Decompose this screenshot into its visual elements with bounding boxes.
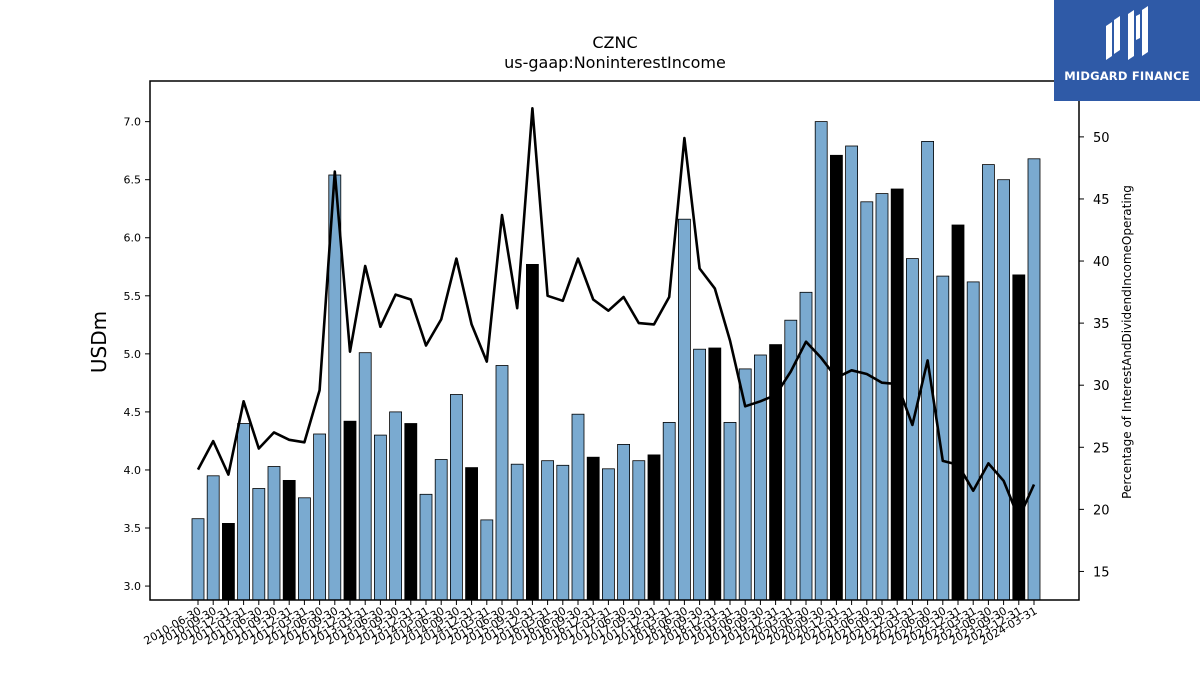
midgard-finance-logo: MIDGARD FINANCE xyxy=(1054,0,1200,101)
y-tick-label: 3.5 xyxy=(124,522,142,535)
y-tick-label: 4.0 xyxy=(124,464,142,477)
bar xyxy=(814,121,828,601)
y2-axis-label: Percentage of InterestAndDividendIncomeO… xyxy=(1120,185,1134,499)
bar xyxy=(434,459,448,601)
bar xyxy=(389,411,403,601)
bar xyxy=(1027,158,1041,601)
y2-tick-label: 25 xyxy=(1093,441,1110,456)
bar xyxy=(252,488,266,601)
y-tick-label: 6.5 xyxy=(124,174,142,187)
bar xyxy=(419,493,433,601)
y2-tick-label: 40 xyxy=(1093,255,1110,270)
bar xyxy=(526,263,539,601)
bar xyxy=(480,519,494,601)
chart-title: CZNC xyxy=(592,33,637,52)
y2-tick-label: 30 xyxy=(1093,379,1110,394)
bar xyxy=(237,423,251,601)
y-tick-label: 4.5 xyxy=(124,406,142,419)
bar xyxy=(678,218,691,601)
y-tick-label: 6.0 xyxy=(124,232,142,245)
bar xyxy=(906,258,919,601)
bar xyxy=(997,179,1010,601)
y2-tick-label: 35 xyxy=(1093,317,1110,332)
bar xyxy=(541,460,554,601)
bar xyxy=(860,201,874,601)
bar xyxy=(723,421,737,601)
bar xyxy=(708,347,722,601)
bar xyxy=(313,433,327,601)
logo-text: MIDGARD FINANCE xyxy=(1064,69,1190,83)
bar xyxy=(556,464,570,601)
bar xyxy=(754,354,767,601)
y2-tick-label: 15 xyxy=(1093,565,1110,580)
bar xyxy=(404,423,418,601)
y-tick-label: 7.0 xyxy=(124,116,142,129)
bar xyxy=(343,420,357,601)
y-axis-label: USDm xyxy=(87,311,111,373)
bar xyxy=(693,348,706,601)
bar xyxy=(571,413,585,601)
bar xyxy=(495,365,509,601)
bar xyxy=(297,497,311,601)
y-tick-label: 5.5 xyxy=(124,290,142,303)
bar xyxy=(358,352,372,601)
bar xyxy=(875,193,889,601)
bar xyxy=(769,344,782,601)
y-tick-label: 3.0 xyxy=(124,580,142,593)
bar xyxy=(1012,274,1026,601)
bar xyxy=(586,456,600,601)
series-line xyxy=(196,107,1036,520)
bar xyxy=(373,434,387,601)
bar xyxy=(662,421,676,601)
bar xyxy=(982,164,995,601)
bar xyxy=(632,460,646,601)
bar xyxy=(617,443,630,601)
bar xyxy=(799,291,813,601)
bar xyxy=(647,454,661,601)
chart-subtitle: us-gaap:NoninterestIncome xyxy=(504,53,726,72)
y2-tick-label: 20 xyxy=(1093,503,1110,518)
y2-tick-label: 50 xyxy=(1093,131,1110,146)
y-tick-label: 5.0 xyxy=(124,348,142,361)
bar xyxy=(951,224,965,601)
y2-tick-label: 45 xyxy=(1093,193,1110,208)
bar xyxy=(282,479,296,601)
bar xyxy=(267,466,281,601)
bar xyxy=(221,523,235,601)
bar xyxy=(602,468,615,601)
logo-mark-icon xyxy=(1106,6,1148,60)
bar xyxy=(206,475,220,601)
plot-frame xyxy=(149,80,1080,601)
bar xyxy=(191,518,205,601)
bar xyxy=(449,394,463,601)
bar xyxy=(465,467,479,601)
bar xyxy=(966,281,980,601)
bar xyxy=(921,140,934,601)
bar xyxy=(510,463,524,601)
